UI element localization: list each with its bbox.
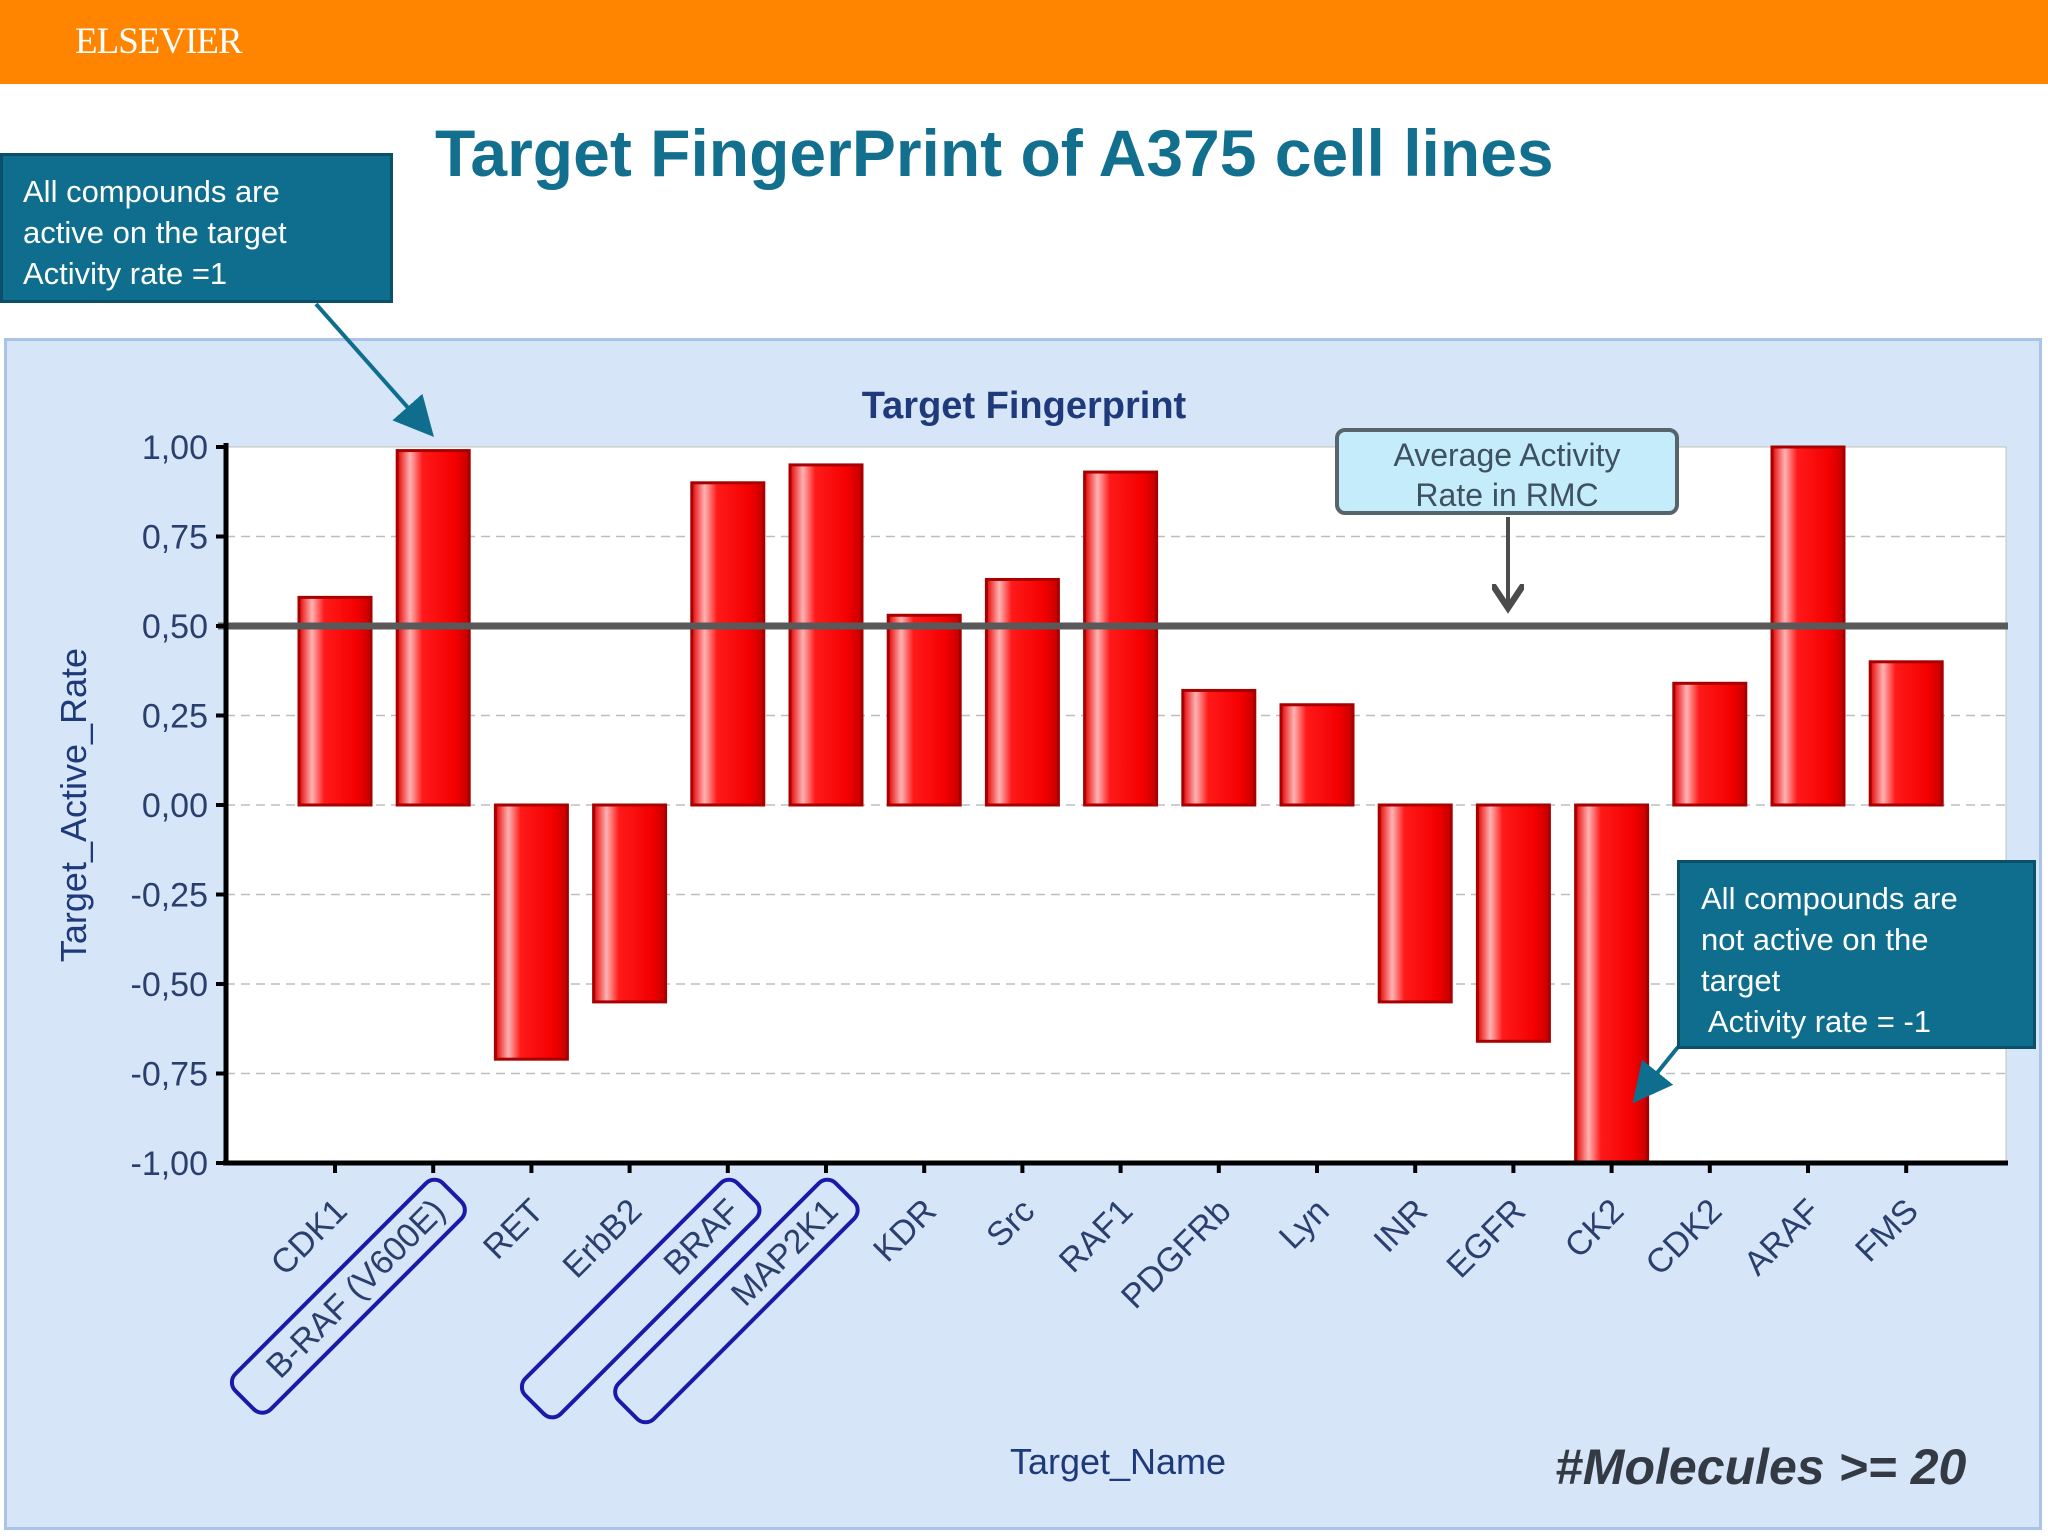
x-tick-label: ARAF xyxy=(1737,1192,1828,1283)
bar xyxy=(297,595,373,807)
callout-all-active: All compounds are active on the target A… xyxy=(0,153,393,303)
x-tick-label: PDGFRb xyxy=(1114,1192,1238,1316)
bar xyxy=(1574,803,1650,1165)
x-tick-label: CDK2 xyxy=(1638,1192,1729,1283)
y-tick-label: 0,50 xyxy=(142,608,208,646)
y-tick-label: 0,25 xyxy=(142,698,208,736)
bar xyxy=(1868,660,1944,807)
y-tick-label: 0,75 xyxy=(142,519,208,557)
chart-title: Target Fingerprint xyxy=(862,385,1187,427)
header-bar: ELSEVIER xyxy=(0,0,2048,84)
bar xyxy=(1377,803,1453,1004)
publisher-logo: ELSEVIER xyxy=(75,21,243,62)
bar xyxy=(886,613,962,807)
x-ticks xyxy=(333,1163,1909,1173)
x-tick-label: EGFR xyxy=(1439,1192,1533,1286)
bar xyxy=(1181,688,1257,807)
y-tick-label: -0,50 xyxy=(131,966,209,1004)
y-tick-label: -1,00 xyxy=(131,1145,209,1183)
x-axis-label: Target_Name xyxy=(1010,1441,1226,1482)
bar xyxy=(788,463,864,807)
y-tick-label: 0,00 xyxy=(142,787,208,825)
bar xyxy=(493,803,569,1061)
bar xyxy=(690,481,766,807)
x-tick-label: B-RAF (V600E) xyxy=(259,1192,453,1386)
y-tick-label: -0,25 xyxy=(131,877,209,915)
x-tick-label: Lyn xyxy=(1272,1192,1337,1257)
callout-average-activity: Average Activity Rate in RMC xyxy=(1335,428,1679,515)
x-tick-label: FMS xyxy=(1848,1192,1926,1270)
y-axis-label: Target_Active_Rate xyxy=(53,648,94,962)
x-tick-label: INR xyxy=(1367,1192,1435,1260)
highlight-frame xyxy=(519,1177,762,1420)
slide-title: Target FingerPrint of A375 cell lines xyxy=(435,116,1554,190)
x-tick-label: RAF1 xyxy=(1052,1192,1140,1280)
highlight-frames xyxy=(229,1177,860,1425)
highlight-frame xyxy=(229,1177,467,1415)
x-tick-label: CK2 xyxy=(1558,1192,1632,1266)
x-tick-label: Src xyxy=(979,1192,1042,1255)
bar xyxy=(984,577,1060,807)
bar xyxy=(1083,470,1159,807)
y-tick-labels: 1,00 0,75 0,50 0,25 0,00 -0,25 -0,50 -0,75 -1,00 xyxy=(131,429,209,1183)
y-tick-label: -0,75 xyxy=(131,1056,209,1094)
active-callout-arrow xyxy=(314,302,434,437)
bar xyxy=(592,803,668,1004)
y-ticks xyxy=(216,445,226,1165)
bar xyxy=(1279,703,1355,807)
bar xyxy=(1672,681,1748,807)
callout-all-inactive: All compounds are not active on the targ… xyxy=(1677,860,2036,1049)
highlight-frame xyxy=(613,1177,860,1425)
bar xyxy=(1475,803,1551,1043)
x-tick-label: MAP2K1 xyxy=(724,1192,846,1314)
y-tick-label: 1,00 xyxy=(142,429,208,467)
x-tick-label: KDR xyxy=(866,1192,944,1270)
x-tick-label: RET xyxy=(476,1192,551,1267)
inactive-callout-arrow xyxy=(1632,1045,1680,1104)
molecules-note: #Molecules >= 20 xyxy=(1555,1439,1967,1495)
